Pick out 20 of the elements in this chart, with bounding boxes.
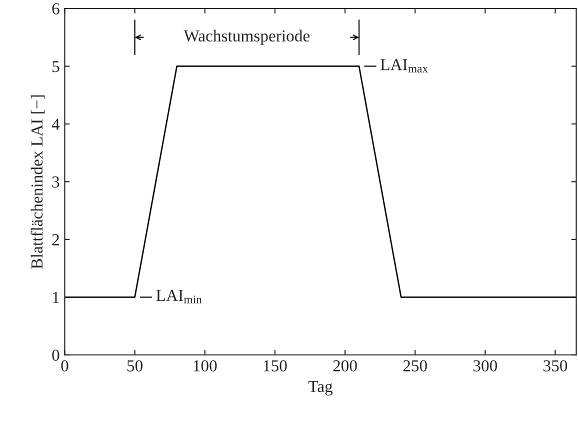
x-tick-label: 250	[403, 360, 427, 372]
x-tick-label: 350	[544, 360, 568, 372]
y-tick-label: 3	[52, 176, 60, 188]
x-tick-label: 200	[333, 360, 357, 372]
x-tick-label: 100	[194, 360, 217, 372]
y-tick-label: 2	[52, 234, 59, 246]
x-tick-label: 50	[127, 360, 143, 372]
y-tick-label: 1	[53, 292, 59, 303]
y-tick-label: 5	[52, 61, 60, 72]
annotation: LAI$_{min}$	[156, 290, 202, 304]
annotation: LAI$_{max}$	[380, 59, 428, 72]
y-axis-title: Blattflächenindex LAI [−]	[30, 95, 45, 269]
y-tick-label: 6	[52, 3, 60, 14]
x-axis-title: Tag	[308, 381, 333, 396]
x-tick-label: 150	[264, 360, 287, 372]
annotation: Wachstumsperiode	[184, 30, 310, 45]
x-tick-label: 0	[61, 360, 68, 372]
y-tick-label: 0	[52, 350, 60, 361]
y-tick-label: 4	[52, 118, 60, 130]
x-tick-label: 300	[473, 360, 498, 372]
